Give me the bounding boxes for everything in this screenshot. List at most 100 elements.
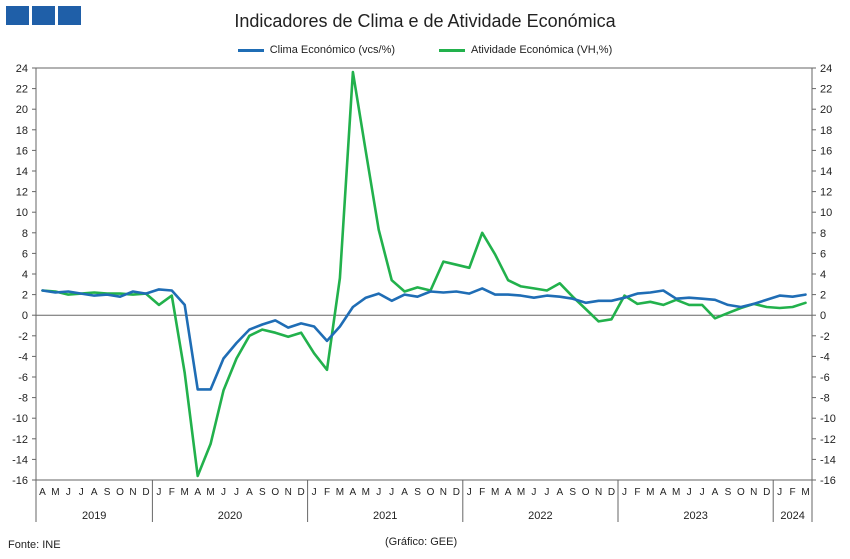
y-tick-label: 14 bbox=[16, 166, 28, 178]
y2-tick-label: 2 bbox=[820, 290, 826, 302]
y2-tick-label: 10 bbox=[820, 207, 832, 219]
atividade-economica-line bbox=[41, 70, 807, 478]
y2-tick-label: 22 bbox=[820, 84, 832, 96]
x-tick-label: A bbox=[712, 487, 719, 498]
y-tick-label: 18 bbox=[16, 125, 28, 137]
year-label: 2024 bbox=[780, 510, 804, 522]
y2-tick-label: -8 bbox=[820, 393, 830, 405]
y-tick-label: 0 bbox=[22, 310, 28, 322]
x-tick-label: A bbox=[194, 487, 201, 498]
x-tick-label: M bbox=[51, 487, 59, 498]
y-tick-label: 22 bbox=[16, 84, 28, 96]
legend-swatch-atividade bbox=[439, 48, 466, 52]
x-tick-label: A bbox=[350, 487, 357, 498]
y2-tick-label: -4 bbox=[820, 351, 830, 363]
y-tick-label: -6 bbox=[18, 372, 28, 384]
x-tick-label: N bbox=[750, 487, 757, 498]
x-tick-label: A bbox=[401, 487, 408, 498]
y2-tick-label: 4 bbox=[820, 269, 826, 281]
x-tick-label: J bbox=[66, 487, 71, 498]
y2-tick-label: 8 bbox=[820, 228, 826, 240]
x-tick-label: D bbox=[763, 487, 770, 498]
legend-label-clima: Clima Económico (vcs/%) bbox=[269, 44, 396, 56]
year-label: 2019 bbox=[82, 510, 106, 522]
y-tick-label: 4 bbox=[22, 269, 28, 281]
legend-swatch-clima bbox=[237, 48, 264, 52]
legend-label-atividade: Atividade Económica (VH,%) bbox=[471, 44, 613, 56]
x-tick-label: S bbox=[104, 487, 111, 498]
x-tick-label: J bbox=[312, 487, 317, 498]
y2-tick-label: -14 bbox=[820, 454, 836, 466]
x-tick-label: O bbox=[582, 487, 590, 498]
year-label: 2020 bbox=[218, 510, 242, 522]
x-tick-label: S bbox=[414, 487, 421, 498]
x-tick-label: J bbox=[622, 487, 627, 498]
y-tick-label: 10 bbox=[16, 207, 28, 219]
y-tick-label: 16 bbox=[16, 145, 28, 157]
x-tick-label: M bbox=[336, 487, 344, 498]
x-tick-label: F bbox=[790, 487, 796, 498]
clima-economico-line bbox=[41, 287, 807, 391]
year-label: 2021 bbox=[373, 510, 397, 522]
y-tick-label: 6 bbox=[22, 248, 28, 260]
year-label: 2023 bbox=[683, 510, 707, 522]
y-tick-label: -16 bbox=[12, 475, 28, 487]
x-tick-label: J bbox=[221, 487, 226, 498]
x-tick-label: A bbox=[246, 487, 253, 498]
logo-block bbox=[58, 6, 81, 25]
x-tick-label: A bbox=[91, 487, 98, 498]
x-tick-label: J bbox=[79, 487, 84, 498]
x-tick-label: A bbox=[556, 487, 563, 498]
y-tick-label: 8 bbox=[22, 228, 28, 240]
y-tick-label: 12 bbox=[16, 187, 28, 199]
y-tick-label: 2 bbox=[22, 290, 28, 302]
x-tick-label: M bbox=[646, 487, 654, 498]
y-tick-label: -2 bbox=[18, 331, 28, 343]
logo-block bbox=[32, 6, 55, 25]
x-tick-label: O bbox=[116, 487, 124, 498]
x-tick-label: F bbox=[634, 487, 640, 498]
y-tick-label: -14 bbox=[12, 454, 28, 466]
y2-tick-label: 16 bbox=[820, 145, 832, 157]
x-tick-label: M bbox=[672, 487, 680, 498]
x-tick-label: O bbox=[427, 487, 435, 498]
source-note: Fonte: INE bbox=[8, 539, 61, 551]
x-tick-label: N bbox=[285, 487, 292, 498]
x-tick-label: N bbox=[129, 487, 136, 498]
chart-title: Indicadores de Clima e de Atividade Econ… bbox=[234, 11, 616, 31]
y-tick-label: -10 bbox=[12, 413, 28, 425]
x-tick-label: O bbox=[271, 487, 279, 498]
x-tick-label: J bbox=[376, 487, 381, 498]
x-tick-label: J bbox=[700, 487, 705, 498]
x-tick-label: J bbox=[156, 487, 161, 498]
x-tick-label: J bbox=[467, 487, 472, 498]
y2-tick-label: -2 bbox=[820, 331, 830, 343]
y2-tick-label: -10 bbox=[820, 413, 836, 425]
x-tick-label: M bbox=[517, 487, 525, 498]
x-tick-label: N bbox=[440, 487, 447, 498]
x-tick-label: M bbox=[491, 487, 499, 498]
y2-tick-label: -6 bbox=[820, 372, 830, 384]
chart-legend: Clima Económico (vcs/%) Atividade Económ… bbox=[0, 44, 850, 56]
y2-tick-label: 20 bbox=[820, 104, 832, 116]
x-tick-label: F bbox=[169, 487, 175, 498]
logo-block bbox=[6, 6, 29, 25]
y-tick-label: 24 bbox=[16, 63, 28, 75]
x-tick-label: J bbox=[389, 487, 394, 498]
y2-tick-label: 14 bbox=[820, 166, 832, 178]
x-tick-label: D bbox=[298, 487, 305, 498]
x-tick-label: S bbox=[725, 487, 732, 498]
y-tick-label: -4 bbox=[18, 351, 28, 363]
x-tick-label: A bbox=[39, 487, 46, 498]
x-tick-label: M bbox=[801, 487, 809, 498]
y-tick-label: -12 bbox=[12, 434, 28, 446]
ine-logo bbox=[6, 6, 81, 25]
legend-item-atividade: Atividade Económica (VH,%) bbox=[439, 44, 612, 56]
x-tick-label: D bbox=[142, 487, 149, 498]
y2-tick-label: 6 bbox=[820, 248, 826, 260]
x-tick-label: F bbox=[324, 487, 330, 498]
x-tick-label: A bbox=[660, 487, 667, 498]
plot-frame bbox=[35, 67, 813, 481]
legend-item-clima: Clima Económico (vcs/%) bbox=[237, 44, 396, 56]
x-tick-label: F bbox=[479, 487, 485, 498]
